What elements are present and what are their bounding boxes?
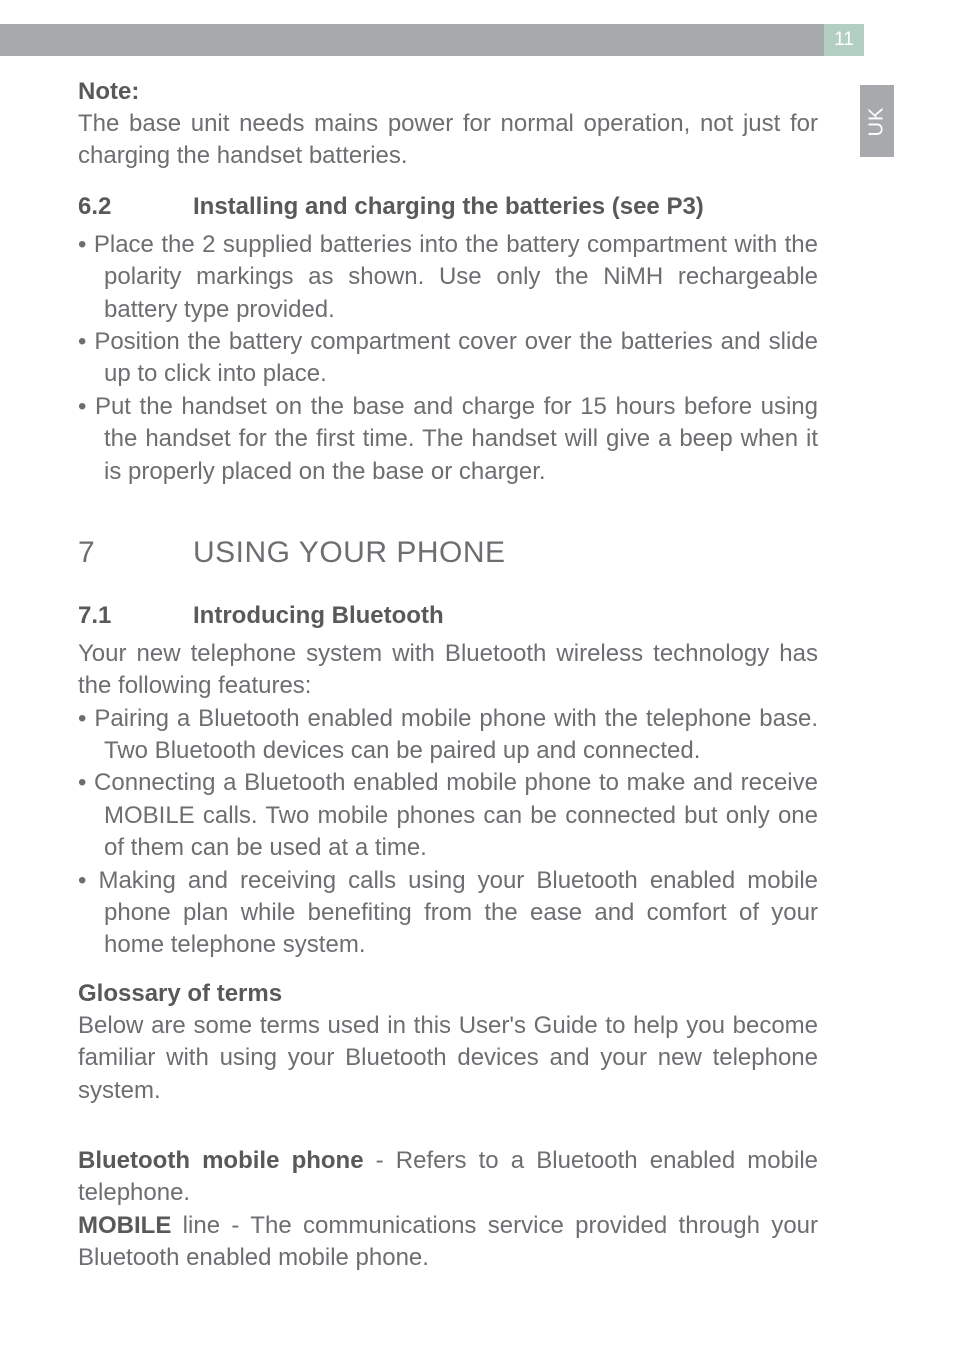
list-item: Place the 2 supplied batteries into the …: [78, 229, 818, 326]
page-number-text: 11: [834, 29, 854, 51]
list-item: Making and receiving calls using your Bl…: [78, 865, 818, 962]
list-item: Position the battery compartment cover o…: [78, 326, 818, 391]
list-7-1: Pairing a Bluetooth enabled mobile phone…: [78, 703, 818, 962]
list-item: Pairing a Bluetooth enabled mobile phone…: [78, 703, 818, 768]
header-bar: [0, 24, 824, 56]
note-text: The base unit needs mains power for norm…: [78, 108, 818, 173]
note-label: Note:: [78, 78, 818, 106]
list-item: Put the handset on the base and charge f…: [78, 391, 818, 488]
glossary-intro: Below are some terms used in this User's…: [78, 1010, 818, 1107]
glossary-def-bt-label: Bluetooth mobile phone: [78, 1147, 364, 1174]
page-content: Note: The base unit needs mains power fo…: [78, 78, 818, 1275]
language-tab-text: UK: [865, 106, 888, 136]
language-tab: UK: [860, 85, 894, 157]
list-6-2: Place the 2 supplied batteries into the …: [78, 229, 818, 488]
list-item: Connecting a Bluetooth enabled mobile ph…: [78, 767, 818, 864]
heading-7-1: 7.1 Introducing Bluetooth: [78, 602, 818, 630]
heading-6-2: 6.2 Installing and charging the batterie…: [78, 193, 818, 221]
heading-7-num: 7: [78, 536, 193, 570]
heading-7-1-num: 7.1: [78, 602, 193, 630]
glossary-def-bt: Bluetooth mobile phone - Refers to a Blu…: [78, 1145, 818, 1210]
glossary-heading: Glossary of terms: [78, 980, 818, 1008]
heading-7-title: USING YOUR PHONE: [193, 536, 506, 570]
heading-6-2-num: 6.2: [78, 193, 193, 221]
glossary-def-mobile: MOBILE line - The communications service…: [78, 1210, 818, 1275]
glossary-def-mobile-label: MOBILE: [78, 1212, 171, 1239]
heading-7: 7 USING YOUR PHONE: [78, 536, 818, 570]
intro-7-1: Your new telephone system with Bluetooth…: [78, 638, 818, 703]
page-number: 11: [824, 24, 864, 56]
heading-7-1-title: Introducing Bluetooth: [193, 602, 444, 630]
heading-6-2-title: Installing and charging the batteries (s…: [193, 193, 704, 221]
glossary-def-mobile-text: line - The communications service provid…: [78, 1212, 818, 1271]
